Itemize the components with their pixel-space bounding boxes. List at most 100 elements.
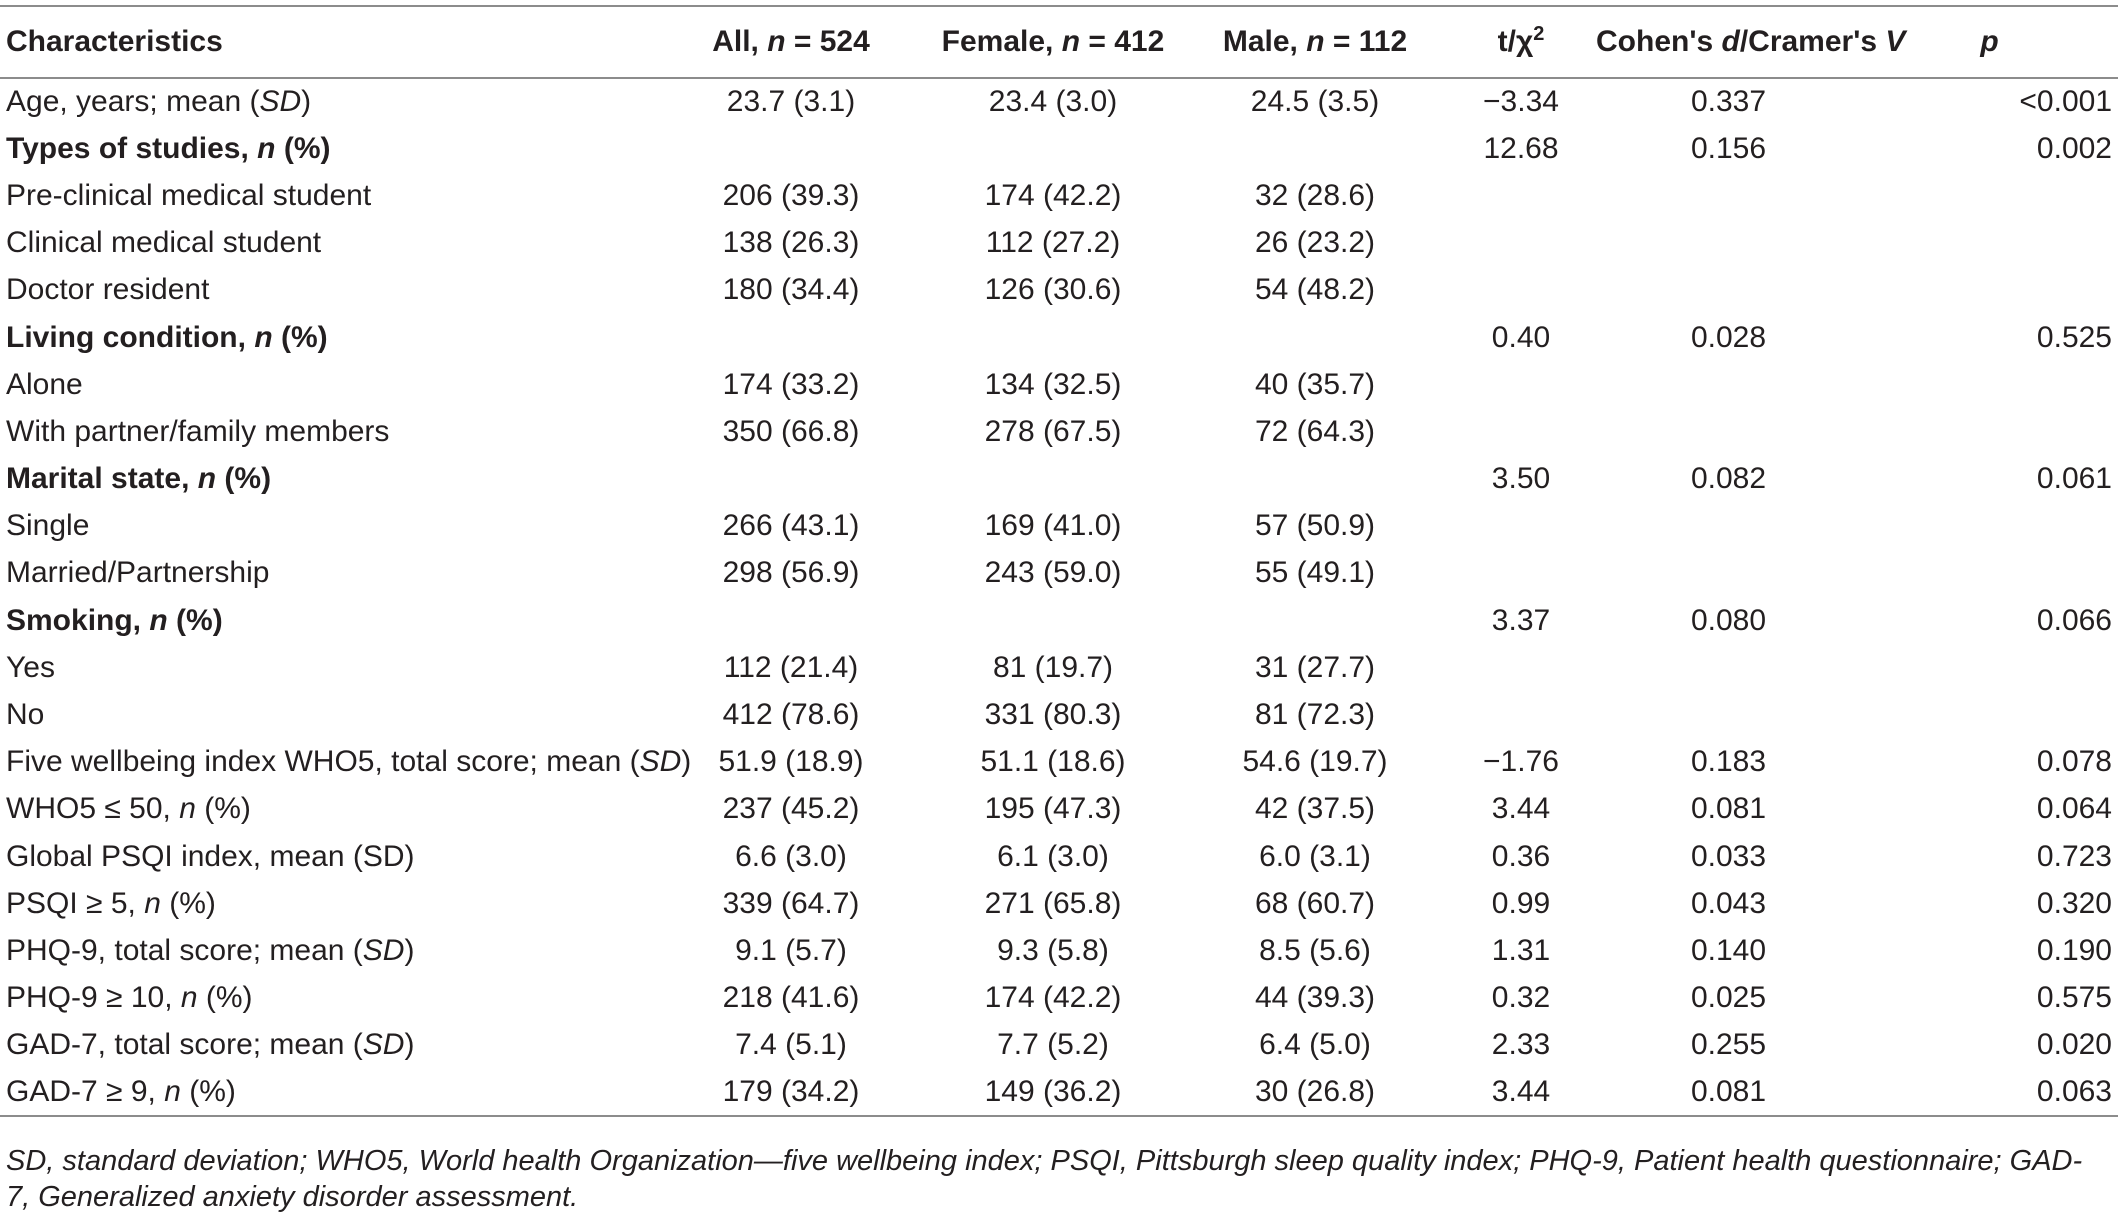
table-cell-female <box>922 125 1184 172</box>
table-cell-p-value: 0.066 <box>2036 603 2112 637</box>
table-row: GAD-7 ≥ 9, n (%) 179 (34.2) 149 (36.2) 30 (… <box>0 1068 2118 1118</box>
row-label: Single <box>0 503 660 550</box>
row-label-text: (%) <box>180 1075 236 1109</box>
table-row: Pre-clinical medical student 206 (39.3) 17… <box>0 172 2118 219</box>
row-label-text: Clinical medical student <box>6 226 322 260</box>
table-cell-male: 44 (39.3) <box>1254 981 1376 1015</box>
column-header-text: = 112 <box>1324 25 1408 58</box>
table-row: PHQ-9, total score; mean (SD) 9.1 (5.7) 9.… <box>0 927 2118 974</box>
table-cell-test-statistic <box>1446 172 1596 219</box>
table-cell-male: 57 (50.9) <box>1254 509 1376 543</box>
table-cell-p-value: 0.190 <box>2036 933 2112 967</box>
table-cell-female: 278 (67.5) <box>984 414 1122 448</box>
table-cell-female: 243 (59.0) <box>984 556 1122 590</box>
table-cell-female <box>922 597 1184 644</box>
column-header-characteristics: Characteristics <box>0 5 660 79</box>
table-cell-test-statistic <box>1446 408 1596 455</box>
row-label: PHQ-9, total score; mean (SD) <box>0 927 660 974</box>
row-label-italic-text: n <box>164 1075 181 1109</box>
table-cell-test-statistic: 3.37 <box>1491 603 1551 637</box>
table-cell-test-statistic: −1.76 <box>1483 745 1559 779</box>
row-label-italic-text: n <box>257 131 276 165</box>
table-cell-p-value: 0.020 <box>2036 1028 2112 1062</box>
row-label: Types of studies, n (%) <box>0 125 660 172</box>
table-cell-male: 32 (28.6) <box>1254 178 1376 212</box>
table-cell-effect-size: 0.033 <box>1690 839 1767 873</box>
column-header-test-statistic: t/χ2 <box>1446 5 1596 79</box>
column-header-text: Male, <box>1222 25 1307 58</box>
table-row: No 412 (78.6) 331 (80.3) 81 (72.3) <box>0 691 2118 738</box>
table-cell-female: 112 (27.2) <box>985 226 1121 260</box>
row-label-text: Types of studies, <box>6 131 258 165</box>
row-label: Married/Partnership <box>0 550 660 597</box>
row-label-text: PHQ-9, total score; mean ( <box>6 933 363 967</box>
column-header-text: = 524 <box>785 25 870 58</box>
row-label-text: (%) <box>160 886 216 920</box>
table-cell-male: 68 (60.7) <box>1254 886 1376 920</box>
table-cell-female: 9.3 (5.8) <box>997 933 1109 967</box>
table-row: Married/Partnership 298 (56.9) 243 (59.0) 5… <box>0 550 2118 597</box>
row-label-text: (%) <box>167 603 223 637</box>
table-cell-female: 126 (30.6) <box>984 273 1122 307</box>
table-cell-effect-size: 0.043 <box>1690 886 1767 920</box>
table-cell-p-value: 0.525 <box>2036 320 2112 354</box>
row-label-italic-text: SD <box>362 933 405 967</box>
table-cell-effect-size: 0.025 <box>1690 981 1767 1015</box>
table-cell-p-value: 0.723 <box>2036 839 2112 873</box>
table-cell-effect-size: 0.337 <box>1690 85 1767 119</box>
table-cell-male: 81 (72.3) <box>1254 698 1376 732</box>
row-label: GAD-7, total score; mean (SD) <box>0 1022 660 1069</box>
row-label-italic-text: n <box>254 320 273 354</box>
table-cell-all <box>660 597 922 644</box>
table-cell-p-value: 0.320 <box>2036 886 2112 920</box>
row-label-italic-text: SD <box>639 745 682 779</box>
row-label-text: (%) <box>195 792 251 826</box>
table-cell-effect-size: 0.081 <box>1596 1068 1861 1118</box>
row-label: No <box>0 691 660 738</box>
row-label-italic-text: SD <box>259 85 302 119</box>
row-label: Alone <box>0 361 660 408</box>
row-label-italic-text: n <box>197 462 217 496</box>
table-cell-female: 174 (42.2) <box>984 178 1122 212</box>
table-cell-p-value: 0.078 <box>2036 745 2112 779</box>
column-header-italic-text: n <box>767 25 786 58</box>
table-cell-all <box>660 125 922 172</box>
section-row: Smoking, n (%) 3.37 0.080 0.066 <box>0 597 2118 644</box>
table-cell-p-value: 0.002 <box>2036 131 2112 165</box>
column-header-male: Male, n = 112 <box>1184 5 1446 79</box>
table-row: Yes 112 (21.4) 81 (19.7) 31 (27.7) <box>0 644 2118 691</box>
table-cell-female: 81 (19.7) <box>992 650 1114 684</box>
row-label-text: Five wellbeing index WHO5, total score; … <box>6 745 640 779</box>
column-header-italic-text: V <box>1885 25 1906 58</box>
table-cell-female: 331 (80.3) <box>984 698 1122 732</box>
row-label-text: Pre-clinical medical student <box>6 178 372 212</box>
table-row: Five wellbeing index WHO5, total score; … <box>0 739 2118 786</box>
row-label: Global PSQI index, mean (SD) <box>0 833 660 880</box>
table-cell-all <box>660 456 922 503</box>
row-label: GAD-7 ≥ 9, n (%) <box>0 1068 660 1118</box>
table-cell-male: 24.5 (3.5) <box>1250 85 1380 119</box>
table-cell-female: 134 (32.5) <box>984 367 1122 401</box>
row-label-italic-text: n <box>144 886 161 920</box>
column-header-female: Female, n = 412 <box>922 5 1184 79</box>
row-label-text: ) <box>301 85 312 119</box>
table-row: Alone 174 (33.2) 134 (32.5) 40 (35.7) <box>0 361 2118 408</box>
table-cell-test-statistic: 0.40 <box>1491 320 1551 354</box>
table-footnote: SD, standard deviation; WHO5, World heal… <box>6 1145 2083 1213</box>
column-header-text: All, <box>712 25 768 58</box>
row-label-italic-text: n <box>179 792 196 826</box>
row-label-text: Living condition, <box>6 320 255 354</box>
column-header-p-value: p <box>1861 5 2118 79</box>
table-cell-test-statistic: 0.36 <box>1491 839 1551 873</box>
table-cell-effect-size <box>1596 220 1861 267</box>
row-label-text: (%) <box>272 320 328 354</box>
row-label-text: Alone <box>6 367 83 401</box>
row-label-text: Yes <box>6 650 55 684</box>
table-row: Doctor resident 180 (34.4) 126 (30.6) 54 (4… <box>0 267 2118 314</box>
table-cell-male <box>1184 314 1446 361</box>
table-cell-effect-size <box>1596 691 1861 738</box>
table-cell-effect-size <box>1596 408 1861 455</box>
table-row: PSQI ≥ 5, n (%) 339 (64.7) 271 (65.8) 68 (6… <box>0 880 2118 927</box>
table-cell-p-value: 0.063 <box>1861 1068 2118 1118</box>
table-cell-all: 237 (45.2) <box>722 792 860 826</box>
